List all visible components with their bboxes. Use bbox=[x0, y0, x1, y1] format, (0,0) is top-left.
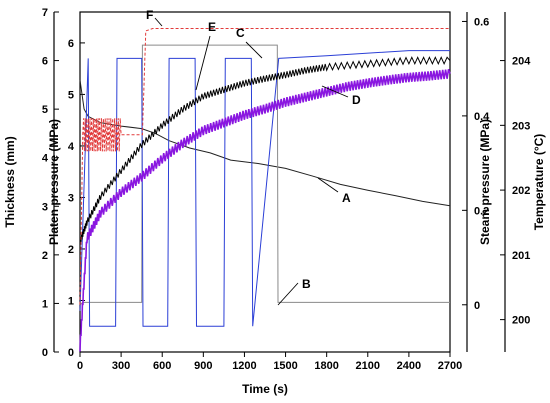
x-tick-label: 1800 bbox=[314, 360, 338, 372]
thickness-tick-label: 6 bbox=[42, 56, 48, 68]
x-tick-label: 300 bbox=[112, 360, 130, 372]
thickness-tick-label: 1 bbox=[42, 298, 48, 310]
platen-tick-label: 6 bbox=[68, 38, 74, 50]
platen-tick-label: 3 bbox=[68, 192, 74, 204]
x-axis-title: Time (s) bbox=[242, 382, 288, 396]
temperature-tick-label: 201 bbox=[512, 250, 530, 262]
x-tick-label: 600 bbox=[153, 360, 171, 372]
x-tick-label: 900 bbox=[194, 360, 212, 372]
x-tick-label: 2400 bbox=[397, 360, 421, 372]
thickness-tick-label: 7 bbox=[42, 7, 48, 19]
series-layer bbox=[79, 28, 451, 352]
annotation-label-a: A bbox=[342, 191, 351, 205]
series-line-d bbox=[79, 69, 451, 352]
x-tick-label: 1200 bbox=[232, 360, 256, 372]
platen-pressure-axis-title: Platen pressure (MPa) bbox=[47, 119, 61, 245]
thickness-tick-label: 2 bbox=[42, 250, 48, 262]
series-line-c bbox=[79, 50, 450, 327]
annotation-label-f: F bbox=[146, 8, 153, 22]
temperature-axis-title: Temperature (°C) bbox=[532, 134, 546, 231]
platen-tick-label: 2 bbox=[68, 244, 74, 256]
series-line-a bbox=[79, 79, 451, 207]
steam-tick-label: 0.2 bbox=[474, 205, 489, 217]
steam-pressure-axis-title: Steam pressure (MPa) bbox=[478, 119, 492, 245]
annotation-leader-a bbox=[317, 177, 339, 193]
platen-tick-label: 1 bbox=[68, 295, 74, 307]
thickness-tick-label: 3 bbox=[42, 201, 48, 213]
steam-tick-label: 0.6 bbox=[474, 16, 489, 28]
tick-layer: 0 300 600 900 1200 1500 1800 2100 2400 2700012345… bbox=[42, 7, 531, 372]
annotation-label-b: B bbox=[302, 277, 311, 291]
annotation-leader-e bbox=[195, 35, 211, 91]
annotation-leader-b bbox=[277, 282, 299, 306]
x-tick-label: 0 bbox=[77, 360, 83, 372]
annotation-label-d: D bbox=[352, 93, 361, 107]
x-tick-label: 1500 bbox=[273, 360, 297, 372]
thickness-tick-label: 0 bbox=[42, 347, 48, 359]
x-tick-label: 2700 bbox=[438, 360, 462, 372]
annotation-layer: A B C D E F bbox=[146, 8, 361, 306]
series-line-e bbox=[79, 56, 451, 246]
x-tick-label: 2100 bbox=[356, 360, 380, 372]
series-line-f bbox=[79, 28, 450, 305]
thickness-axis-title: Thickness (mm) bbox=[3, 136, 17, 227]
series-line-b bbox=[79, 44, 450, 306]
annotation-leader-c bbox=[245, 41, 263, 59]
platen-tick-label: 4 bbox=[68, 141, 75, 153]
steam-tick-label: 0 bbox=[474, 300, 480, 312]
platen-tick-label: 0 bbox=[68, 347, 74, 359]
platen-tick-label: 5 bbox=[68, 89, 74, 101]
steam-tick-label: 0.4 bbox=[474, 111, 490, 123]
temperature-tick-label: 200 bbox=[512, 315, 530, 327]
temperature-tick-label: 204 bbox=[512, 56, 531, 68]
thickness-tick-label: 4 bbox=[42, 153, 49, 165]
annotation-label-e: E bbox=[208, 20, 216, 34]
temperature-tick-label: 203 bbox=[512, 120, 530, 132]
annotation-leader-f bbox=[154, 17, 163, 27]
plot-frame bbox=[79, 11, 451, 353]
temperature-tick-label: 202 bbox=[512, 185, 530, 197]
annotation-label-c: C bbox=[236, 26, 245, 40]
thickness-tick-label: 5 bbox=[42, 104, 48, 116]
annotation-leader-d bbox=[321, 85, 349, 98]
